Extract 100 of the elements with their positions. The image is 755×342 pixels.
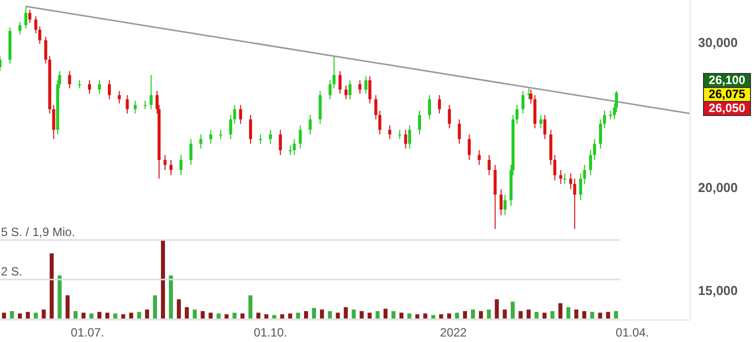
bar	[486, 310, 491, 319]
candlestick	[18, 21, 22, 35]
bar	[558, 303, 562, 319]
candlestick	[398, 129, 402, 140]
bar	[542, 312, 547, 319]
bar	[360, 311, 364, 319]
candlestick	[52, 104, 56, 140]
candlestick	[593, 138, 596, 160]
candlestick	[364, 76, 368, 94]
candlestick	[488, 154, 491, 176]
bar	[97, 312, 102, 319]
candlestick	[599, 118, 602, 150]
candlestick	[233, 104, 236, 124]
candlestick	[468, 134, 471, 160]
text: 26,050	[703, 101, 751, 116]
candlestick	[516, 104, 519, 124]
bar	[494, 299, 499, 319]
candlestick	[368, 76, 372, 104]
bar	[10, 311, 14, 319]
bar	[368, 312, 372, 319]
y-tick-label: 30,000	[698, 35, 738, 50]
bar	[614, 311, 618, 319]
candlestick	[229, 114, 232, 140]
ref-line-label: 5 S. / 1,9 Mio.	[1, 225, 76, 239]
candlestick	[68, 70, 72, 89]
y-tick-label: 15,000	[698, 282, 738, 298]
candlestick	[500, 188, 503, 216]
candlestick	[44, 36, 48, 64]
bar	[153, 295, 158, 319]
candlestick	[164, 154, 167, 171]
bar	[384, 308, 388, 319]
candlestick	[529, 89, 532, 104]
candlestick	[219, 129, 222, 140]
bar	[34, 312, 38, 319]
bar	[58, 276, 62, 319]
candlestick	[404, 129, 408, 150]
candlestick	[298, 124, 302, 150]
bar	[534, 312, 539, 319]
candlestick	[134, 100, 137, 114]
bar	[518, 311, 523, 319]
bar	[376, 311, 380, 319]
bar	[574, 310, 578, 319]
candlestick	[602, 110, 606, 129]
candlestick	[24, 6, 28, 30]
bar	[582, 311, 586, 319]
candlestick	[378, 110, 382, 135]
candlestick	[563, 172, 566, 184]
bar	[50, 253, 54, 319]
bar	[216, 313, 221, 319]
bar	[2, 312, 6, 319]
candlestick	[249, 114, 252, 144]
candlestick	[504, 194, 507, 216]
candlestick	[98, 80, 101, 94]
bar	[240, 313, 244, 319]
candlestick	[358, 80, 362, 94]
candlestick	[332, 56, 336, 89]
bar	[423, 313, 428, 319]
candlestick	[428, 94, 432, 120]
bar	[66, 295, 70, 319]
text: 26,100	[703, 73, 751, 88]
bar	[510, 302, 515, 319]
bar	[113, 313, 118, 319]
bar	[566, 307, 570, 319]
candlestick	[34, 16, 38, 34]
candlestick	[448, 104, 451, 129]
candlestick	[408, 124, 412, 150]
y-tick-label: 20,000	[698, 180, 738, 196]
bar	[336, 312, 340, 319]
candlestick	[344, 85, 348, 100]
bar	[320, 310, 324, 319]
candlestick	[608, 110, 612, 120]
bar	[391, 311, 396, 319]
candlestick	[348, 80, 352, 100]
x-tick-label: 2022	[440, 326, 468, 340]
bar	[470, 310, 475, 319]
candlestick	[569, 172, 572, 190]
candlestick	[88, 80, 91, 94]
candlestick	[78, 80, 82, 89]
candlestick	[553, 154, 556, 181]
bar	[288, 313, 292, 319]
candlestick	[418, 110, 422, 135]
bar	[42, 310, 46, 319]
bar	[89, 313, 94, 319]
bar	[590, 312, 594, 319]
bar	[129, 312, 134, 319]
bar	[176, 299, 181, 319]
candlestick	[239, 104, 242, 124]
candlestick	[28, 9, 32, 24]
candlestick	[179, 154, 182, 176]
candlestick	[126, 94, 129, 114]
bar	[344, 307, 348, 319]
bar	[328, 311, 332, 319]
bar	[137, 312, 142, 319]
bar	[145, 310, 150, 319]
bar	[81, 312, 86, 319]
bar	[105, 312, 110, 319]
bar	[160, 240, 165, 319]
bar	[463, 311, 468, 319]
bar	[26, 312, 30, 319]
candlestick	[559, 170, 562, 184]
